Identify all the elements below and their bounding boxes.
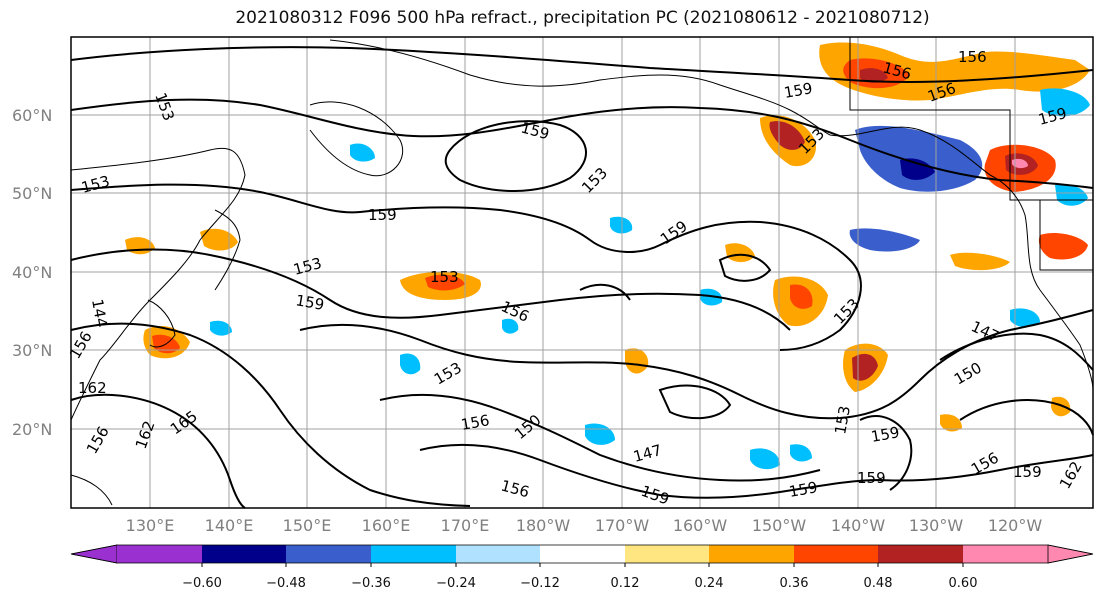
lat-label: 50°N (12, 184, 52, 203)
colorbar-tick-label: 0.24 (695, 576, 724, 591)
lat-label: 40°N (12, 263, 52, 282)
colorbar-segment (625, 545, 709, 563)
precip-patch (750, 448, 780, 470)
contour-label: 159 (783, 79, 814, 102)
colorbar-segment (540, 545, 625, 563)
precip-patch (210, 320, 232, 336)
precip-shading (125, 42, 1090, 470)
precip-patch (790, 284, 813, 309)
lon-label: 120°W (988, 516, 1043, 535)
contour-label: 156 (460, 411, 491, 434)
colorbar-tick-label: 0.60 (949, 576, 978, 591)
colorbar-tick-label: −0.24 (436, 576, 476, 591)
precip-patch (625, 348, 649, 374)
colorbar-tick-label: 0.36 (780, 576, 809, 591)
colorbar-segment (117, 545, 202, 563)
map-title: 2021080312 F096 500 hPa refract., precip… (235, 8, 930, 28)
precip-patch (610, 216, 633, 234)
colorbar-outline (70, 544, 1094, 564)
longitude-labels: 130°E 140°E 150°E 160°E 170°E 180°W 170°… (126, 516, 1043, 535)
lat-label: 30°N (12, 341, 52, 360)
colorbar-segment (794, 545, 878, 563)
contour-label: 144 (88, 298, 111, 329)
colorbar-segment (286, 545, 371, 563)
lon-label: 150°E (283, 516, 332, 535)
colorbar-tick-label: −0.60 (182, 576, 222, 591)
latitude-labels: 60°N 50°N 40°N 30°N 20°N (12, 106, 52, 439)
precip-patch (502, 318, 519, 334)
contour-label: 159 (368, 206, 397, 224)
precip-patch (700, 288, 723, 306)
contour-label: 159 (788, 478, 819, 501)
lon-label: 170°E (441, 516, 490, 535)
lon-label: 130°W (909, 516, 964, 535)
colorbar-segments (70, 544, 1094, 564)
lon-label: 160°W (673, 516, 728, 535)
colorbar: −0.60 −0.48 −0.36 −0.24 −0.12 0.12 0.24 … (70, 544, 1094, 591)
lon-label: 170°W (595, 516, 650, 535)
coastlines (70, 37, 1094, 506)
precip-patch (725, 243, 755, 263)
lon-label: 180°W (516, 516, 571, 535)
colorbar-segment (1047, 544, 1094, 564)
precip-patch (790, 444, 812, 462)
precip-patch (940, 414, 962, 432)
precip-patch (1010, 308, 1040, 328)
contour-label: 153 (430, 268, 459, 286)
colorbar-segment (456, 545, 540, 563)
colorbar-segment (202, 545, 286, 563)
precip-patch (860, 68, 888, 83)
colorbar-segment (70, 544, 118, 564)
precip-patch (849, 228, 920, 252)
contour-label: 156 (958, 48, 987, 66)
precip-patch (855, 125, 983, 192)
precip-patch (1038, 233, 1088, 260)
precip-patch (400, 353, 421, 375)
map-frame (70, 36, 1094, 509)
contour-label: 153 (831, 404, 854, 435)
colorbar-tick-label: −0.48 (266, 576, 306, 591)
contour-label: 159 (870, 423, 901, 446)
contour-label: 162 (78, 379, 107, 397)
colorbar-segment (963, 545, 1048, 563)
precip-patch (1012, 158, 1028, 169)
lon-label: 130°E (126, 516, 175, 535)
contour-label: 159 (857, 469, 886, 487)
precip-patch (769, 121, 805, 150)
lon-label: 150°W (752, 516, 807, 535)
graticule (71, 37, 1093, 508)
colorbar-tick-label: 0.48 (864, 576, 893, 591)
precip-patch (425, 274, 465, 291)
contour-label: 159 (294, 291, 325, 314)
contour-label: 159 (1013, 463, 1042, 481)
colorbar-ticks (201, 563, 964, 567)
lon-label: 140°W (831, 516, 886, 535)
colorbar-segment (371, 545, 456, 563)
lat-label: 20°N (12, 420, 52, 439)
precip-patch (1040, 88, 1090, 117)
colorbar-tick-label: −0.12 (520, 576, 560, 591)
lon-label: 140°E (205, 516, 254, 535)
colorbar-segment (709, 545, 794, 563)
lon-label: 160°E (362, 516, 411, 535)
colorbar-tick-label: −0.36 (351, 576, 391, 591)
precip-patch (950, 252, 1010, 271)
height-contours (70, 46, 1094, 509)
precip-patch (350, 143, 375, 162)
colorbar-segment (878, 545, 963, 563)
colorbar-tick-label: 0.12 (611, 576, 640, 591)
precip-patch (1051, 396, 1071, 417)
lat-label: 60°N (12, 106, 52, 125)
precip-patch (900, 158, 935, 180)
